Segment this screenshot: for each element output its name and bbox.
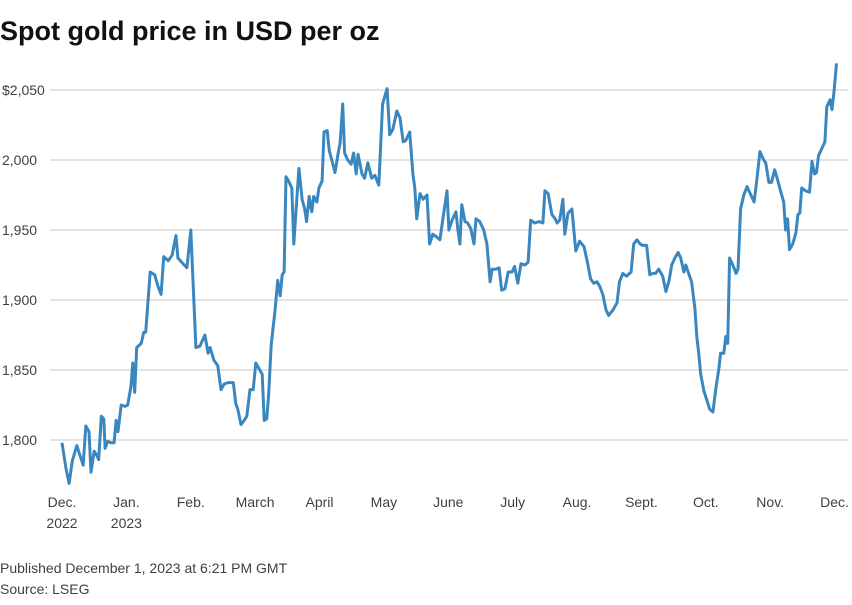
- x-tick-label: Sept.: [625, 494, 658, 510]
- x-tick-label: Nov.: [756, 494, 784, 510]
- x-tick-label: Oct.: [693, 494, 719, 510]
- x-tick-label: Dec. 2022: [46, 494, 77, 531]
- x-tick-label: Jan. 2023: [111, 494, 142, 531]
- y-tick-label: 1,950: [2, 222, 37, 238]
- x-tick-label: May: [371, 494, 397, 510]
- x-tick-label: Aug.: [563, 494, 592, 510]
- published-note: Published December 1, 2023 at 6:21 PM GM…: [0, 560, 288, 576]
- y-tick-label: 1,800: [2, 432, 37, 448]
- y-tick-label: $2,050: [2, 82, 45, 98]
- x-tick-label: June: [433, 494, 464, 510]
- y-tick-label: 1,900: [2, 292, 37, 308]
- chart-title: Spot gold price in USD per oz: [0, 16, 380, 46]
- x-tick-label: April: [306, 494, 334, 510]
- y-tick-label: 1,850: [2, 362, 37, 378]
- x-tick-label: Feb.: [177, 494, 205, 510]
- x-tick-label: March: [236, 494, 275, 510]
- source-note: Source: LSEG: [0, 581, 90, 597]
- price-line: [60, 63, 838, 485]
- x-tick-label: July: [500, 494, 525, 510]
- x-tick-label: Dec.: [820, 494, 849, 510]
- y-tick-label: 2,000: [2, 152, 37, 168]
